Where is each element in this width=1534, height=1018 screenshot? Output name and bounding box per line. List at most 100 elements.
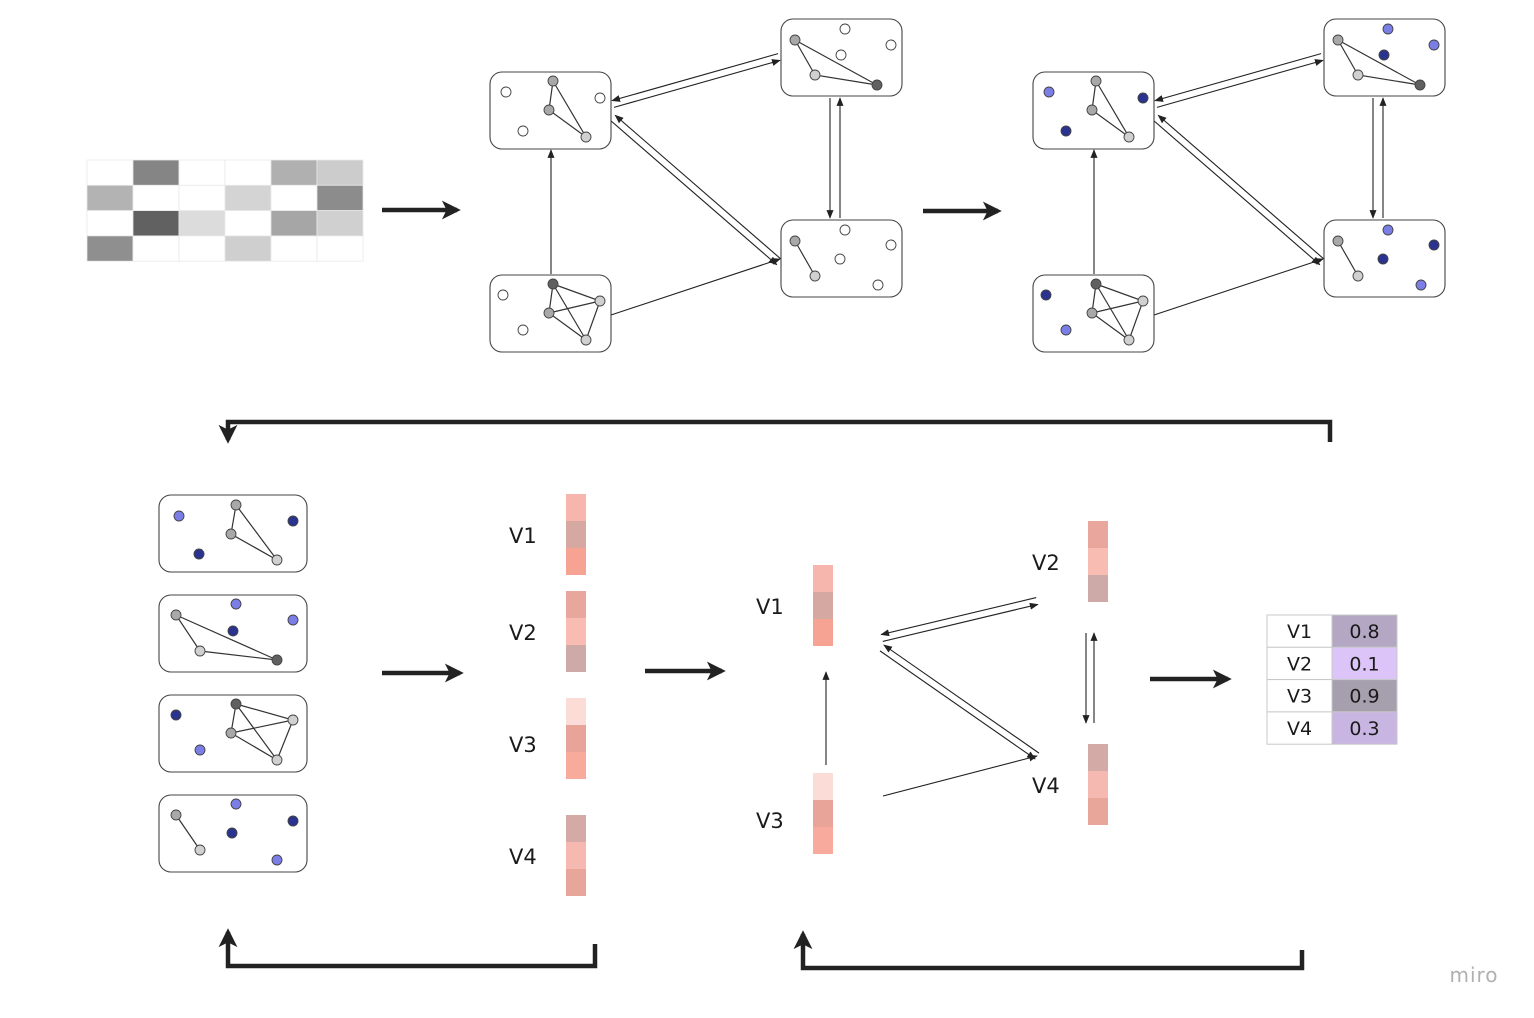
embedding-cell bbox=[1088, 521, 1108, 548]
edge-arrow bbox=[612, 54, 778, 101]
graph-node bbox=[228, 626, 238, 636]
edge-arrow bbox=[1154, 121, 1320, 265]
graph-node bbox=[810, 271, 820, 281]
embedding-label: V4 bbox=[1032, 774, 1060, 798]
edge-arrow bbox=[884, 645, 1039, 753]
graph-node bbox=[1091, 279, 1101, 289]
edge-arrow bbox=[883, 756, 1037, 796]
graph-node bbox=[790, 35, 800, 45]
matrix-cell bbox=[271, 211, 317, 236]
graph-node bbox=[195, 845, 205, 855]
graph-node bbox=[1429, 240, 1439, 250]
matrix-cell bbox=[317, 236, 363, 261]
edge-arrow bbox=[615, 115, 781, 259]
matrix-cell bbox=[87, 185, 133, 210]
graph-node bbox=[195, 745, 205, 755]
graph-node bbox=[174, 511, 184, 521]
matrix-cell bbox=[317, 160, 363, 185]
graph-node bbox=[1429, 40, 1439, 50]
embedding-cell bbox=[566, 815, 586, 842]
edge-arrow bbox=[614, 60, 780, 107]
matrix-cell bbox=[317, 185, 363, 210]
matrix-cell bbox=[271, 160, 317, 185]
graph-node bbox=[1416, 280, 1426, 290]
graph-node bbox=[498, 290, 508, 300]
graph-node bbox=[835, 254, 845, 264]
matrix-cell bbox=[87, 236, 133, 261]
graph-node bbox=[288, 516, 298, 526]
embedding-cell bbox=[813, 619, 833, 646]
embedding-cell bbox=[566, 494, 586, 521]
embedding-cell bbox=[566, 725, 586, 752]
score-value: 0.1 bbox=[1349, 653, 1379, 675]
graph-node bbox=[518, 126, 528, 136]
embedding-label: V3 bbox=[756, 809, 784, 833]
graph-node bbox=[518, 325, 528, 335]
graph-node bbox=[226, 529, 236, 539]
graph-node bbox=[581, 132, 591, 142]
graph-node bbox=[1353, 271, 1363, 281]
embedding-cell bbox=[813, 773, 833, 800]
graph-node bbox=[272, 755, 282, 765]
matrix-cell bbox=[179, 236, 225, 261]
graph-node bbox=[840, 24, 850, 34]
embedding-cell bbox=[566, 618, 586, 645]
embedding-label: V1 bbox=[509, 524, 537, 548]
matrix-cell bbox=[133, 236, 179, 261]
graph-node bbox=[171, 810, 181, 820]
embedding-graph: V1 V2 V3 V4 bbox=[756, 521, 1108, 854]
edge-arrow bbox=[1158, 115, 1324, 259]
graph-node bbox=[1333, 236, 1343, 246]
embedding-label: V3 bbox=[509, 733, 537, 757]
matrix-cell bbox=[179, 211, 225, 236]
graph-node bbox=[1379, 50, 1389, 60]
embedding-label: V1 bbox=[756, 595, 784, 619]
graph-node bbox=[1061, 126, 1071, 136]
graph-node bbox=[272, 855, 282, 865]
matrix-cell bbox=[133, 185, 179, 210]
arrow-loop-top bbox=[228, 422, 1330, 442]
graph-node bbox=[1378, 254, 1388, 264]
graph-node bbox=[1061, 325, 1071, 335]
score-label: V3 bbox=[1287, 686, 1312, 708]
embedding-cell bbox=[566, 645, 586, 672]
embedding-cell bbox=[813, 565, 833, 592]
embedding-cell bbox=[813, 800, 833, 827]
score-value: 0.9 bbox=[1349, 686, 1379, 708]
graph-node bbox=[595, 296, 605, 306]
miro-watermark: miro bbox=[1449, 963, 1498, 987]
edge-arrow bbox=[883, 604, 1038, 641]
embedding-cell bbox=[566, 869, 586, 896]
graph-node bbox=[595, 93, 605, 103]
graph-node bbox=[231, 799, 241, 809]
embedding-cell bbox=[566, 548, 586, 575]
matrix-cell bbox=[317, 211, 363, 236]
graph-node bbox=[501, 87, 511, 97]
embedding-cell bbox=[813, 827, 833, 854]
score-label: V1 bbox=[1287, 621, 1312, 643]
graph-node bbox=[581, 335, 591, 345]
module-graph-colored bbox=[1033, 19, 1445, 352]
graph-node bbox=[1041, 290, 1051, 300]
graph-node bbox=[1415, 80, 1425, 90]
embedding-cell bbox=[1088, 744, 1108, 771]
graph-node bbox=[1124, 335, 1134, 345]
score-value: 0.3 bbox=[1349, 718, 1379, 740]
embedding-label: V4 bbox=[509, 845, 537, 869]
graph-node bbox=[548, 279, 558, 289]
graph-node bbox=[1333, 35, 1343, 45]
graph-node bbox=[840, 225, 850, 235]
embedding-cell bbox=[566, 521, 586, 548]
edge-arrow bbox=[1154, 259, 1323, 315]
graph-node bbox=[1138, 93, 1148, 103]
edge-arrow bbox=[880, 651, 1035, 759]
edge-arrow bbox=[1157, 60, 1323, 107]
input-matrix bbox=[87, 160, 363, 261]
graph-node bbox=[836, 50, 846, 60]
score-label: V2 bbox=[1287, 653, 1312, 675]
graph-node bbox=[231, 699, 241, 709]
graph-node bbox=[1138, 296, 1148, 306]
embedding-cell bbox=[1088, 798, 1108, 825]
graph-node bbox=[272, 555, 282, 565]
graph-node bbox=[195, 646, 205, 656]
